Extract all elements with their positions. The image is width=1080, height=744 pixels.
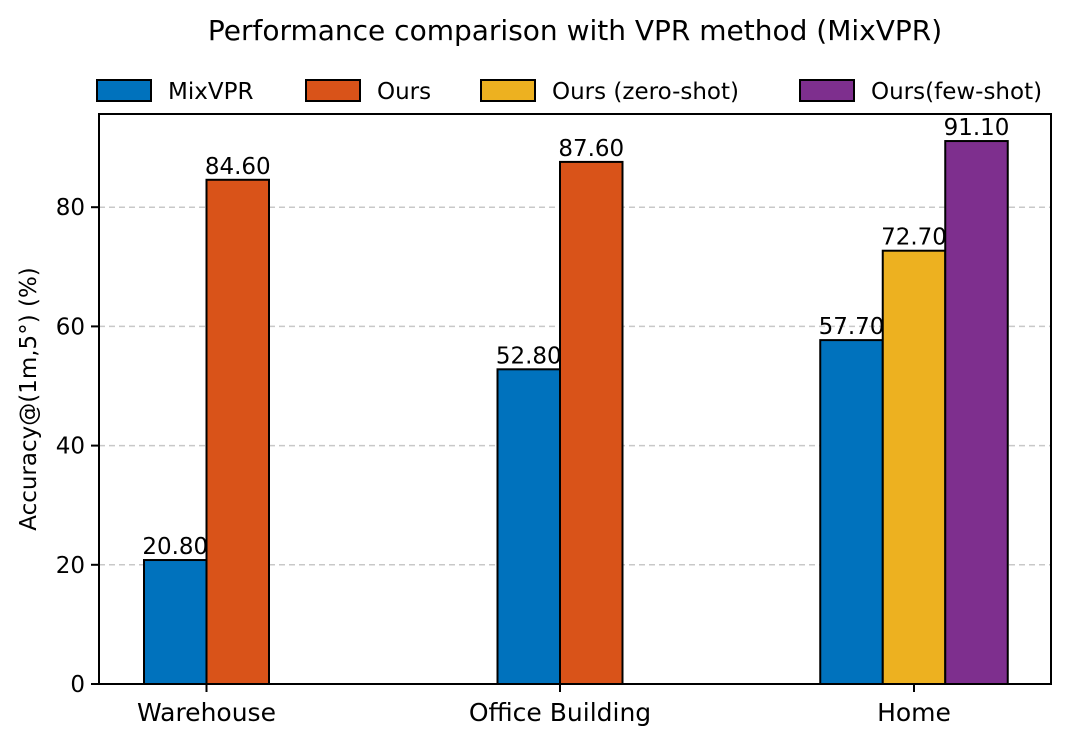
data-label: 87.60 [558,136,624,162]
legend-swatch [480,79,536,102]
x-axis: Warehouse Office Building Home [137,684,951,727]
data-label: 91.10 [944,115,1010,141]
y-axis: 0 20 40 60 80 [56,195,99,698]
data-label: 72.70 [881,225,947,251]
legend: MixVPR Ours Ours (zero-shot) Ours(few-shot) [96,79,1042,105]
y-tick-label: 40 [56,434,85,460]
legend-swatch [305,79,361,102]
bars [143,140,1009,686]
x-tick-label: Office Building [469,698,651,727]
data-label: 57.70 [819,314,885,340]
y-tick-label: 80 [56,195,85,221]
bar-ours-zero-shot-home [881,249,947,685]
data-label: 84.60 [205,154,271,180]
y-axis-label: Accuracy@(1m,5°) (%) [16,267,42,531]
data-label: 20.80 [142,534,208,560]
legend-swatch [799,79,855,102]
legend-label: Ours(few-shot) [871,79,1042,105]
plot-frame [98,113,1052,685]
bar-ours-warehouse [205,178,270,685]
legend-label: Ours (zero-shot) [552,79,739,105]
legend-label: Ours [377,79,431,105]
data-labels: 20.80 84.60 52.80 87.60 57.70 72.70 91.10 [142,115,1009,560]
bar-ours-office-building [559,160,624,686]
data-label: 52.80 [496,343,562,369]
bar-mixvpr-home [819,339,884,685]
y-tick-label: 0 [70,672,85,698]
y-tick-label: 20 [56,553,85,579]
bar-mixvpr-warehouse [143,559,208,685]
chart-title: Performance comparison with VPR method (… [208,14,942,47]
legend-swatch [96,79,152,102]
bar-mixvpr-office-building [496,368,561,685]
y-tick-label: 60 [56,314,85,340]
x-tick-label: Home [877,698,951,727]
x-tick-label: Warehouse [137,698,276,727]
legend-label: MixVPR [168,79,253,105]
bar-ours-few-shot-home [944,140,1009,685]
